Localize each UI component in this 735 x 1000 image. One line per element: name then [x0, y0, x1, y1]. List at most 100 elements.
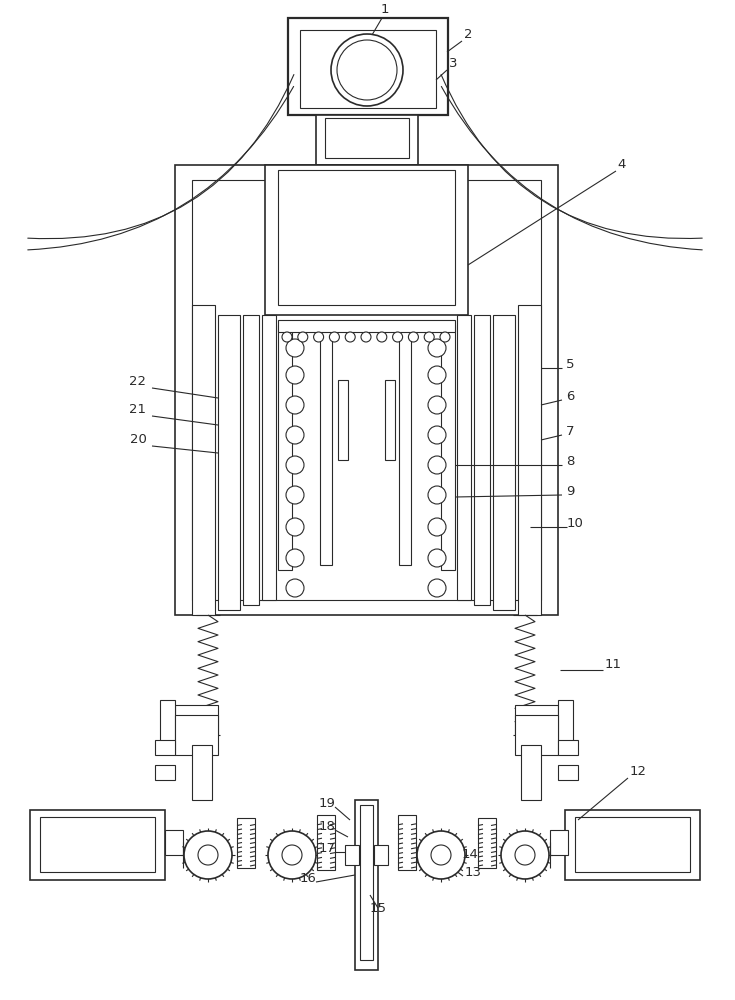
- Bar: [398, 815, 416, 870]
- Text: 3: 3: [449, 57, 457, 70]
- Bar: [558, 740, 578, 755]
- Bar: [558, 700, 573, 745]
- Circle shape: [361, 332, 371, 342]
- Bar: [345, 845, 359, 865]
- Circle shape: [428, 579, 446, 597]
- Bar: [237, 818, 255, 868]
- Bar: [515, 715, 558, 755]
- Circle shape: [286, 549, 304, 567]
- Bar: [338, 380, 348, 460]
- Bar: [278, 320, 455, 332]
- Bar: [550, 830, 568, 855]
- Circle shape: [286, 426, 304, 444]
- Circle shape: [286, 396, 304, 414]
- Text: 1: 1: [381, 3, 390, 16]
- Bar: [160, 700, 175, 745]
- Text: 16: 16: [300, 872, 317, 885]
- Bar: [518, 305, 541, 615]
- Bar: [192, 745, 212, 800]
- Circle shape: [424, 332, 434, 342]
- Circle shape: [337, 40, 397, 100]
- Circle shape: [428, 339, 446, 357]
- Circle shape: [298, 332, 308, 342]
- Bar: [40, 817, 155, 872]
- Circle shape: [392, 332, 403, 342]
- Circle shape: [329, 332, 340, 342]
- Text: 8: 8: [566, 455, 574, 468]
- Bar: [441, 325, 455, 570]
- Bar: [175, 705, 218, 735]
- Text: 12: 12: [630, 765, 647, 778]
- Bar: [521, 745, 541, 800]
- Circle shape: [286, 366, 304, 384]
- Bar: [155, 765, 175, 780]
- Circle shape: [184, 831, 232, 879]
- Text: 6: 6: [566, 390, 574, 403]
- Circle shape: [428, 456, 446, 474]
- Text: 13: 13: [465, 866, 482, 879]
- Text: 5: 5: [566, 358, 574, 371]
- Circle shape: [282, 332, 292, 342]
- Circle shape: [409, 332, 418, 342]
- Circle shape: [286, 486, 304, 504]
- Circle shape: [331, 34, 403, 106]
- Circle shape: [428, 396, 446, 414]
- Text: 10: 10: [567, 517, 584, 530]
- Bar: [165, 830, 183, 855]
- Bar: [325, 118, 409, 158]
- Bar: [192, 305, 215, 615]
- Bar: [320, 327, 332, 565]
- Bar: [478, 818, 496, 868]
- Bar: [192, 180, 541, 600]
- Bar: [288, 18, 448, 115]
- Bar: [565, 810, 700, 880]
- Circle shape: [428, 426, 446, 444]
- Circle shape: [440, 332, 450, 342]
- Bar: [515, 705, 558, 735]
- Circle shape: [282, 845, 302, 865]
- Bar: [155, 740, 175, 755]
- Bar: [374, 845, 388, 865]
- Circle shape: [198, 845, 218, 865]
- Bar: [399, 327, 411, 565]
- Circle shape: [286, 518, 304, 536]
- Bar: [30, 810, 165, 880]
- Text: 11: 11: [605, 658, 622, 671]
- Bar: [317, 815, 335, 870]
- Bar: [175, 715, 218, 755]
- Circle shape: [515, 845, 535, 865]
- Circle shape: [286, 339, 304, 357]
- Bar: [278, 325, 292, 570]
- Text: 14: 14: [462, 848, 479, 861]
- Text: 18: 18: [318, 820, 335, 833]
- Circle shape: [345, 332, 355, 342]
- Bar: [175, 165, 558, 615]
- Circle shape: [286, 456, 304, 474]
- Bar: [474, 315, 490, 605]
- Text: 4: 4: [618, 158, 626, 171]
- Circle shape: [501, 831, 549, 879]
- Circle shape: [268, 831, 316, 879]
- Bar: [243, 315, 259, 605]
- Circle shape: [286, 579, 304, 597]
- Bar: [493, 315, 515, 610]
- Circle shape: [428, 366, 446, 384]
- Circle shape: [428, 518, 446, 536]
- Bar: [360, 805, 373, 960]
- Circle shape: [431, 845, 451, 865]
- Bar: [558, 765, 578, 780]
- Bar: [316, 115, 418, 165]
- Text: 17: 17: [318, 842, 335, 855]
- Circle shape: [417, 831, 465, 879]
- Text: 9: 9: [566, 485, 574, 498]
- Bar: [278, 170, 455, 305]
- Bar: [262, 315, 276, 600]
- Circle shape: [314, 332, 323, 342]
- Text: 22: 22: [129, 375, 146, 388]
- Bar: [218, 315, 240, 610]
- Text: 15: 15: [370, 902, 387, 915]
- Bar: [355, 800, 378, 970]
- Text: 21: 21: [129, 403, 146, 416]
- Text: 20: 20: [129, 433, 146, 446]
- Bar: [457, 315, 471, 600]
